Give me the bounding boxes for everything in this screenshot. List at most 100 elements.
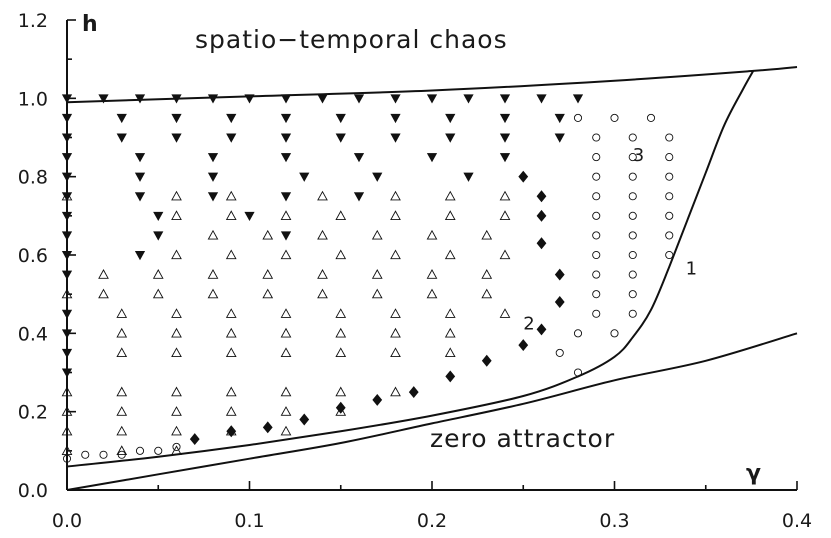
filled-triangle-point (226, 133, 237, 143)
open-triangle-point (225, 308, 237, 318)
filled-triangle-point (554, 113, 565, 124)
filled-triangle-point (207, 172, 219, 182)
open-triangle-point (335, 308, 347, 318)
filled-triangle-point (226, 113, 237, 124)
open-triangle-point (371, 288, 383, 299)
open-circle-point (81, 450, 90, 459)
filled-triangle-point (536, 94, 547, 104)
open-triangle-point (317, 190, 328, 201)
filled-triangle-point (171, 133, 182, 143)
filled-triangle-point (280, 192, 292, 202)
open-circle-point (592, 231, 601, 240)
open-circle-point (592, 270, 601, 279)
open-triangle-point (317, 288, 328, 299)
open-triangle-point (225, 347, 237, 358)
open-triangle-point (225, 249, 237, 260)
curve-line (66, 66, 798, 104)
open-circle-point (628, 250, 637, 260)
filled-diamond-point (481, 354, 492, 367)
filled-triangle-point (244, 211, 255, 222)
open-triangle-point (390, 249, 401, 260)
open-triangle-point (444, 308, 456, 318)
open-circle-point (135, 446, 145, 455)
x-tick-label: 0.3 (599, 510, 629, 532)
open-triangle-point (225, 210, 237, 220)
open-triangle-point (426, 288, 438, 299)
filled-triangle-point (445, 133, 456, 143)
filled-diamond-point (189, 433, 200, 446)
filled-triangle-point (353, 153, 365, 163)
filled-triangle-point (153, 231, 164, 241)
open-triangle-point (390, 210, 401, 220)
open-triangle-point (116, 425, 128, 436)
open-triangle-point (171, 327, 182, 338)
filled-triangle-point (390, 94, 401, 104)
open-triangle-point (225, 190, 237, 201)
open-triangle-point (116, 308, 128, 318)
open-triangle-point (390, 386, 401, 397)
x-tick-label: 0.1 (234, 510, 264, 532)
filled-triangle-point (463, 172, 474, 182)
open-triangle-point (207, 288, 219, 299)
open-circle-point (592, 192, 601, 201)
open-triangle-point (371, 269, 383, 279)
filled-triangle-point (153, 211, 164, 222)
open-triangle-point (390, 308, 401, 318)
filled-triangle-point (572, 94, 584, 104)
open-circle-point (154, 446, 163, 455)
filled-triangle-point (499, 133, 511, 143)
filled-diamond-point (518, 339, 529, 352)
open-triangle-point (171, 425, 182, 436)
open-circle-point (592, 211, 601, 220)
filled-diamond-point (445, 370, 456, 383)
open-circle-point (665, 231, 674, 240)
filled-triangle-point (280, 133, 292, 143)
open-triangle-point (152, 269, 164, 279)
open-circle-point (665, 133, 674, 142)
open-triangle-point (335, 406, 347, 416)
open-triangle-point (444, 249, 456, 260)
open-triangle-point (499, 210, 511, 220)
open-triangle-point (225, 406, 237, 416)
filled-diamond-point (335, 401, 346, 414)
open-triangle-point (444, 190, 456, 201)
filled-triangle-point (390, 133, 401, 143)
curve-number-label: 3 (633, 145, 644, 166)
open-triangle-point (426, 269, 438, 279)
filled-triangle-point (554, 133, 565, 143)
open-triangle-point (335, 327, 347, 338)
open-triangle-point (335, 249, 347, 260)
region-label-chaos: spatio−temporal chaos (195, 25, 508, 54)
labels: 0.0 0.1 0.2 0.3 0.4 0.0 0.2 0.4 0.6 0.8 1.0 1.2 h γ sp… (18, 10, 812, 532)
filled-triangle-point (335, 113, 346, 124)
filled-diamond-point (372, 393, 383, 406)
open-triangle-point (390, 190, 401, 201)
open-triangle-point (116, 347, 128, 358)
open-triangle-point (152, 288, 164, 299)
open-circle-point (628, 231, 637, 240)
open-triangle-point (335, 210, 347, 220)
filled-diamond-point (226, 425, 237, 438)
filled-triangle-point (116, 133, 127, 143)
open-triangle-point (280, 406, 292, 416)
filled-triangle-point (317, 94, 328, 104)
open-triangle-point (225, 327, 237, 338)
open-triangle-point (207, 269, 219, 279)
open-triangle-point (390, 327, 401, 338)
open-circle-point (592, 153, 601, 162)
open-circle-point (610, 329, 619, 338)
y-tick-label: 0.6 (18, 245, 48, 267)
open-triangle-point (98, 269, 109, 279)
open-triangle-point (116, 445, 128, 455)
curve-line (66, 70, 755, 468)
open-circle-point (628, 211, 637, 220)
filled-triangle-point (390, 113, 401, 124)
open-triangle-point (280, 425, 292, 436)
filled-triangle-point (426, 153, 438, 163)
filled-triangle-point (335, 133, 346, 143)
open-triangle-point (481, 269, 493, 279)
open-triangle-point (499, 190, 511, 201)
filled-diamond-point (536, 190, 547, 203)
curves (66, 66, 798, 491)
open-circle-point (628, 133, 637, 142)
